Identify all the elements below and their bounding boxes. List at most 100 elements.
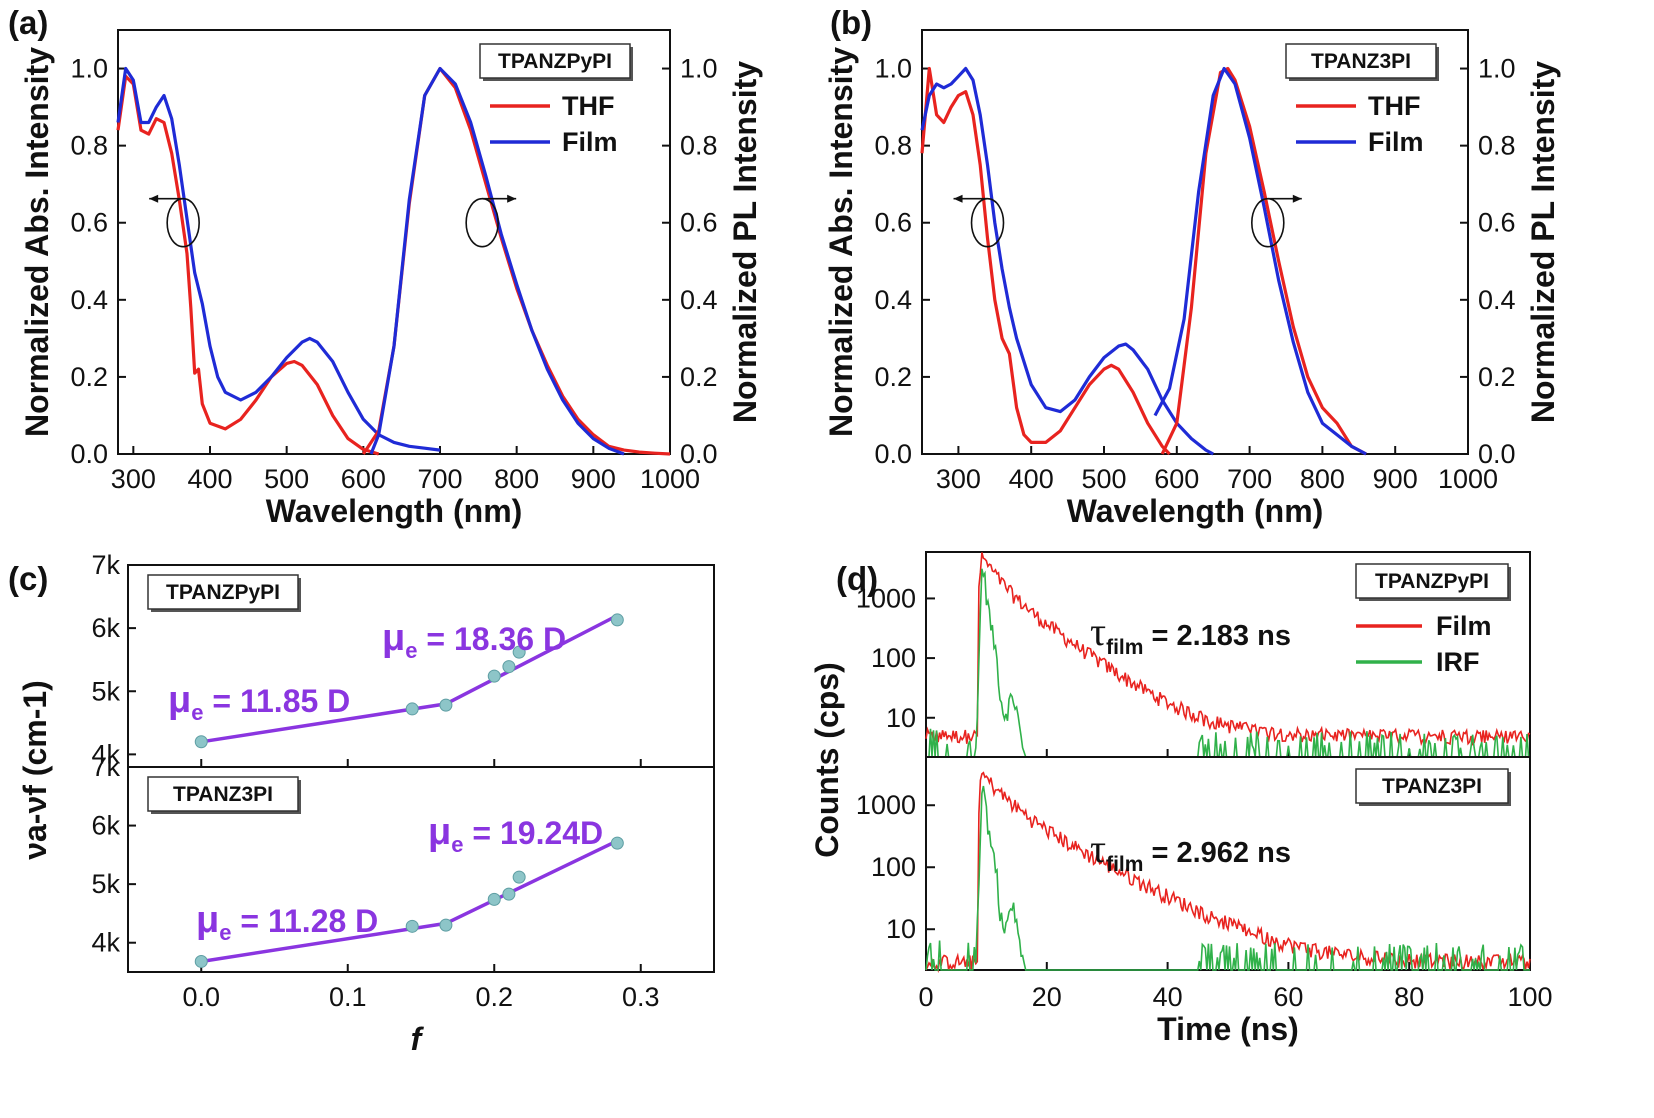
y-tick-label: 1000 bbox=[856, 583, 916, 613]
y-tick-label-left: 0.4 bbox=[874, 285, 912, 315]
y-tick-label: 4k bbox=[91, 739, 120, 769]
y-tick-label-right: 0.4 bbox=[1478, 285, 1516, 315]
series-film-decay-line bbox=[925, 552, 1531, 747]
y-tick-label-left: 0.2 bbox=[70, 362, 108, 392]
y-tick-label: 100 bbox=[871, 643, 916, 673]
data-point bbox=[610, 613, 624, 627]
x-tick-label: 0.3 bbox=[622, 982, 660, 1012]
mu-label-1: μe = 18.36 D bbox=[382, 617, 566, 663]
y-tick-label-left: 0.4 bbox=[70, 285, 108, 315]
data-point bbox=[487, 892, 501, 906]
data-point bbox=[502, 887, 516, 901]
panel-letter-c: (c) bbox=[8, 560, 48, 597]
y-tick-label-right: 1.0 bbox=[680, 54, 718, 84]
data-point bbox=[439, 918, 453, 932]
plot-frame bbox=[117, 29, 671, 455]
y-tick-label-right: 0.2 bbox=[1478, 362, 1516, 392]
series-thf-abs-line bbox=[116, 74, 380, 456]
subplot-frame bbox=[127, 766, 715, 973]
compound-label: TPANZ3PI bbox=[1382, 775, 1482, 798]
compound-label: TPANZ3PI bbox=[1311, 50, 1411, 73]
y-tick-label-right: 0.2 bbox=[680, 362, 718, 392]
y-tick-label-left: 0.6 bbox=[874, 208, 912, 238]
x-tick-label: 0.0 bbox=[182, 982, 220, 1012]
x-tick-label: 800 bbox=[1300, 464, 1345, 494]
y-axis-title-right: Normalized PL Intensity bbox=[1525, 61, 1561, 423]
axis-indicator-arrowhead bbox=[149, 194, 159, 203]
data-point bbox=[405, 919, 419, 933]
series-irf-line bbox=[925, 785, 1530, 971]
x-tick-label: 700 bbox=[417, 464, 462, 494]
y-tick-label: 5k bbox=[91, 869, 120, 899]
x-tick-label: 500 bbox=[264, 464, 309, 494]
x-tick-label: 40 bbox=[1153, 982, 1183, 1012]
panel-c-lippert-mataga-chart: 4k 5k 6k 7k TPANZPyPI μe = 11.85 D μe = 18.36 … bbox=[17, 550, 715, 1057]
x-tick-label: 0.1 bbox=[329, 982, 367, 1012]
y-tick-label: 100 bbox=[871, 852, 916, 882]
y-tick-label-right: 1.0 bbox=[1478, 54, 1516, 84]
y-tick-label-right: 0.8 bbox=[1478, 131, 1516, 161]
series-film-abs-line bbox=[116, 66, 441, 452]
x-tick-label: 1000 bbox=[640, 464, 700, 494]
x-tick-label: 700 bbox=[1227, 464, 1272, 494]
x-tick-label: 300 bbox=[936, 464, 981, 494]
y-tick-label-right: 0.6 bbox=[1478, 208, 1516, 238]
panel-letter-d: (d) bbox=[836, 560, 878, 597]
y-tick-label: 4k bbox=[91, 928, 120, 958]
y-tick-label: 5k bbox=[91, 676, 120, 706]
y-tick-label-left: 0.8 bbox=[70, 131, 108, 161]
compound-label-box bbox=[1355, 563, 1509, 599]
data-point bbox=[439, 698, 453, 712]
y-tick-label-left: 1.0 bbox=[874, 54, 912, 84]
data-point bbox=[194, 954, 208, 968]
x-tick-label: 60 bbox=[1273, 982, 1303, 1012]
data-point bbox=[502, 660, 516, 674]
compound-label-box bbox=[147, 574, 299, 610]
data-point bbox=[512, 645, 526, 659]
y-axis-title-left: Normalized Abs. Intensity bbox=[19, 47, 55, 437]
x-tick-label: 500 bbox=[1081, 464, 1126, 494]
series-thf-pl-line bbox=[1160, 66, 1367, 456]
compound-label-box bbox=[479, 43, 631, 79]
y-axis-title: νa-νf (cm-1) bbox=[17, 680, 53, 860]
y-tick-label-left: 0.6 bbox=[70, 208, 108, 238]
compound-label: TPANZ3PI bbox=[173, 783, 273, 806]
y-tick-label-right: 0.6 bbox=[680, 208, 718, 238]
series-film-abs-line bbox=[920, 66, 1214, 456]
mu-label-0: μe = 11.28 D bbox=[196, 899, 378, 945]
compound-label: TPANZPyPI bbox=[498, 50, 612, 73]
series-thf-abs-line bbox=[920, 66, 1171, 456]
y-tick-label-right: 0.0 bbox=[1478, 439, 1516, 469]
axis-indicator-arrowhead bbox=[1292, 194, 1302, 203]
y-tick-label-left: 0.0 bbox=[70, 439, 108, 469]
tau-label: τfilm = 2.962 ns bbox=[1090, 826, 1291, 876]
y-axis-title: Counts (cps) bbox=[809, 662, 845, 858]
data-point bbox=[512, 870, 526, 884]
y-axis-title-right: Normalized PL Intensity bbox=[727, 61, 763, 423]
y-tick-label-left: 0.0 bbox=[874, 439, 912, 469]
fit-line-1 bbox=[445, 613, 619, 706]
x-tick-label: 300 bbox=[111, 464, 156, 494]
data-point bbox=[487, 669, 501, 683]
y-tick-label: 6k bbox=[91, 811, 120, 841]
x-tick-label: 400 bbox=[187, 464, 232, 494]
legend-label-film: Film bbox=[1368, 127, 1424, 157]
y-axis-title-left: Normalized Abs. Intensity bbox=[823, 47, 859, 437]
y-tick-label-right: 0.0 bbox=[680, 439, 718, 469]
x-tick-label: 400 bbox=[1009, 464, 1054, 494]
y-tick-label-right: 0.4 bbox=[680, 285, 718, 315]
mu-label-1: μe = 19.24D bbox=[428, 811, 603, 857]
compound-label-box bbox=[1355, 768, 1509, 804]
x-tick-label: 0 bbox=[918, 982, 933, 1012]
legend-label-thf: THF bbox=[1368, 91, 1420, 121]
x-tick-label: 1000 bbox=[1438, 464, 1498, 494]
x-tick-label: 0.2 bbox=[475, 982, 513, 1012]
y-tick-label: 1000 bbox=[856, 790, 916, 820]
y-tick-label: 10 bbox=[886, 703, 916, 733]
compound-label-box bbox=[147, 776, 299, 812]
legend-label-irf: IRF bbox=[1436, 647, 1480, 677]
mu-label-0: μe = 11.85 D bbox=[168, 679, 350, 725]
